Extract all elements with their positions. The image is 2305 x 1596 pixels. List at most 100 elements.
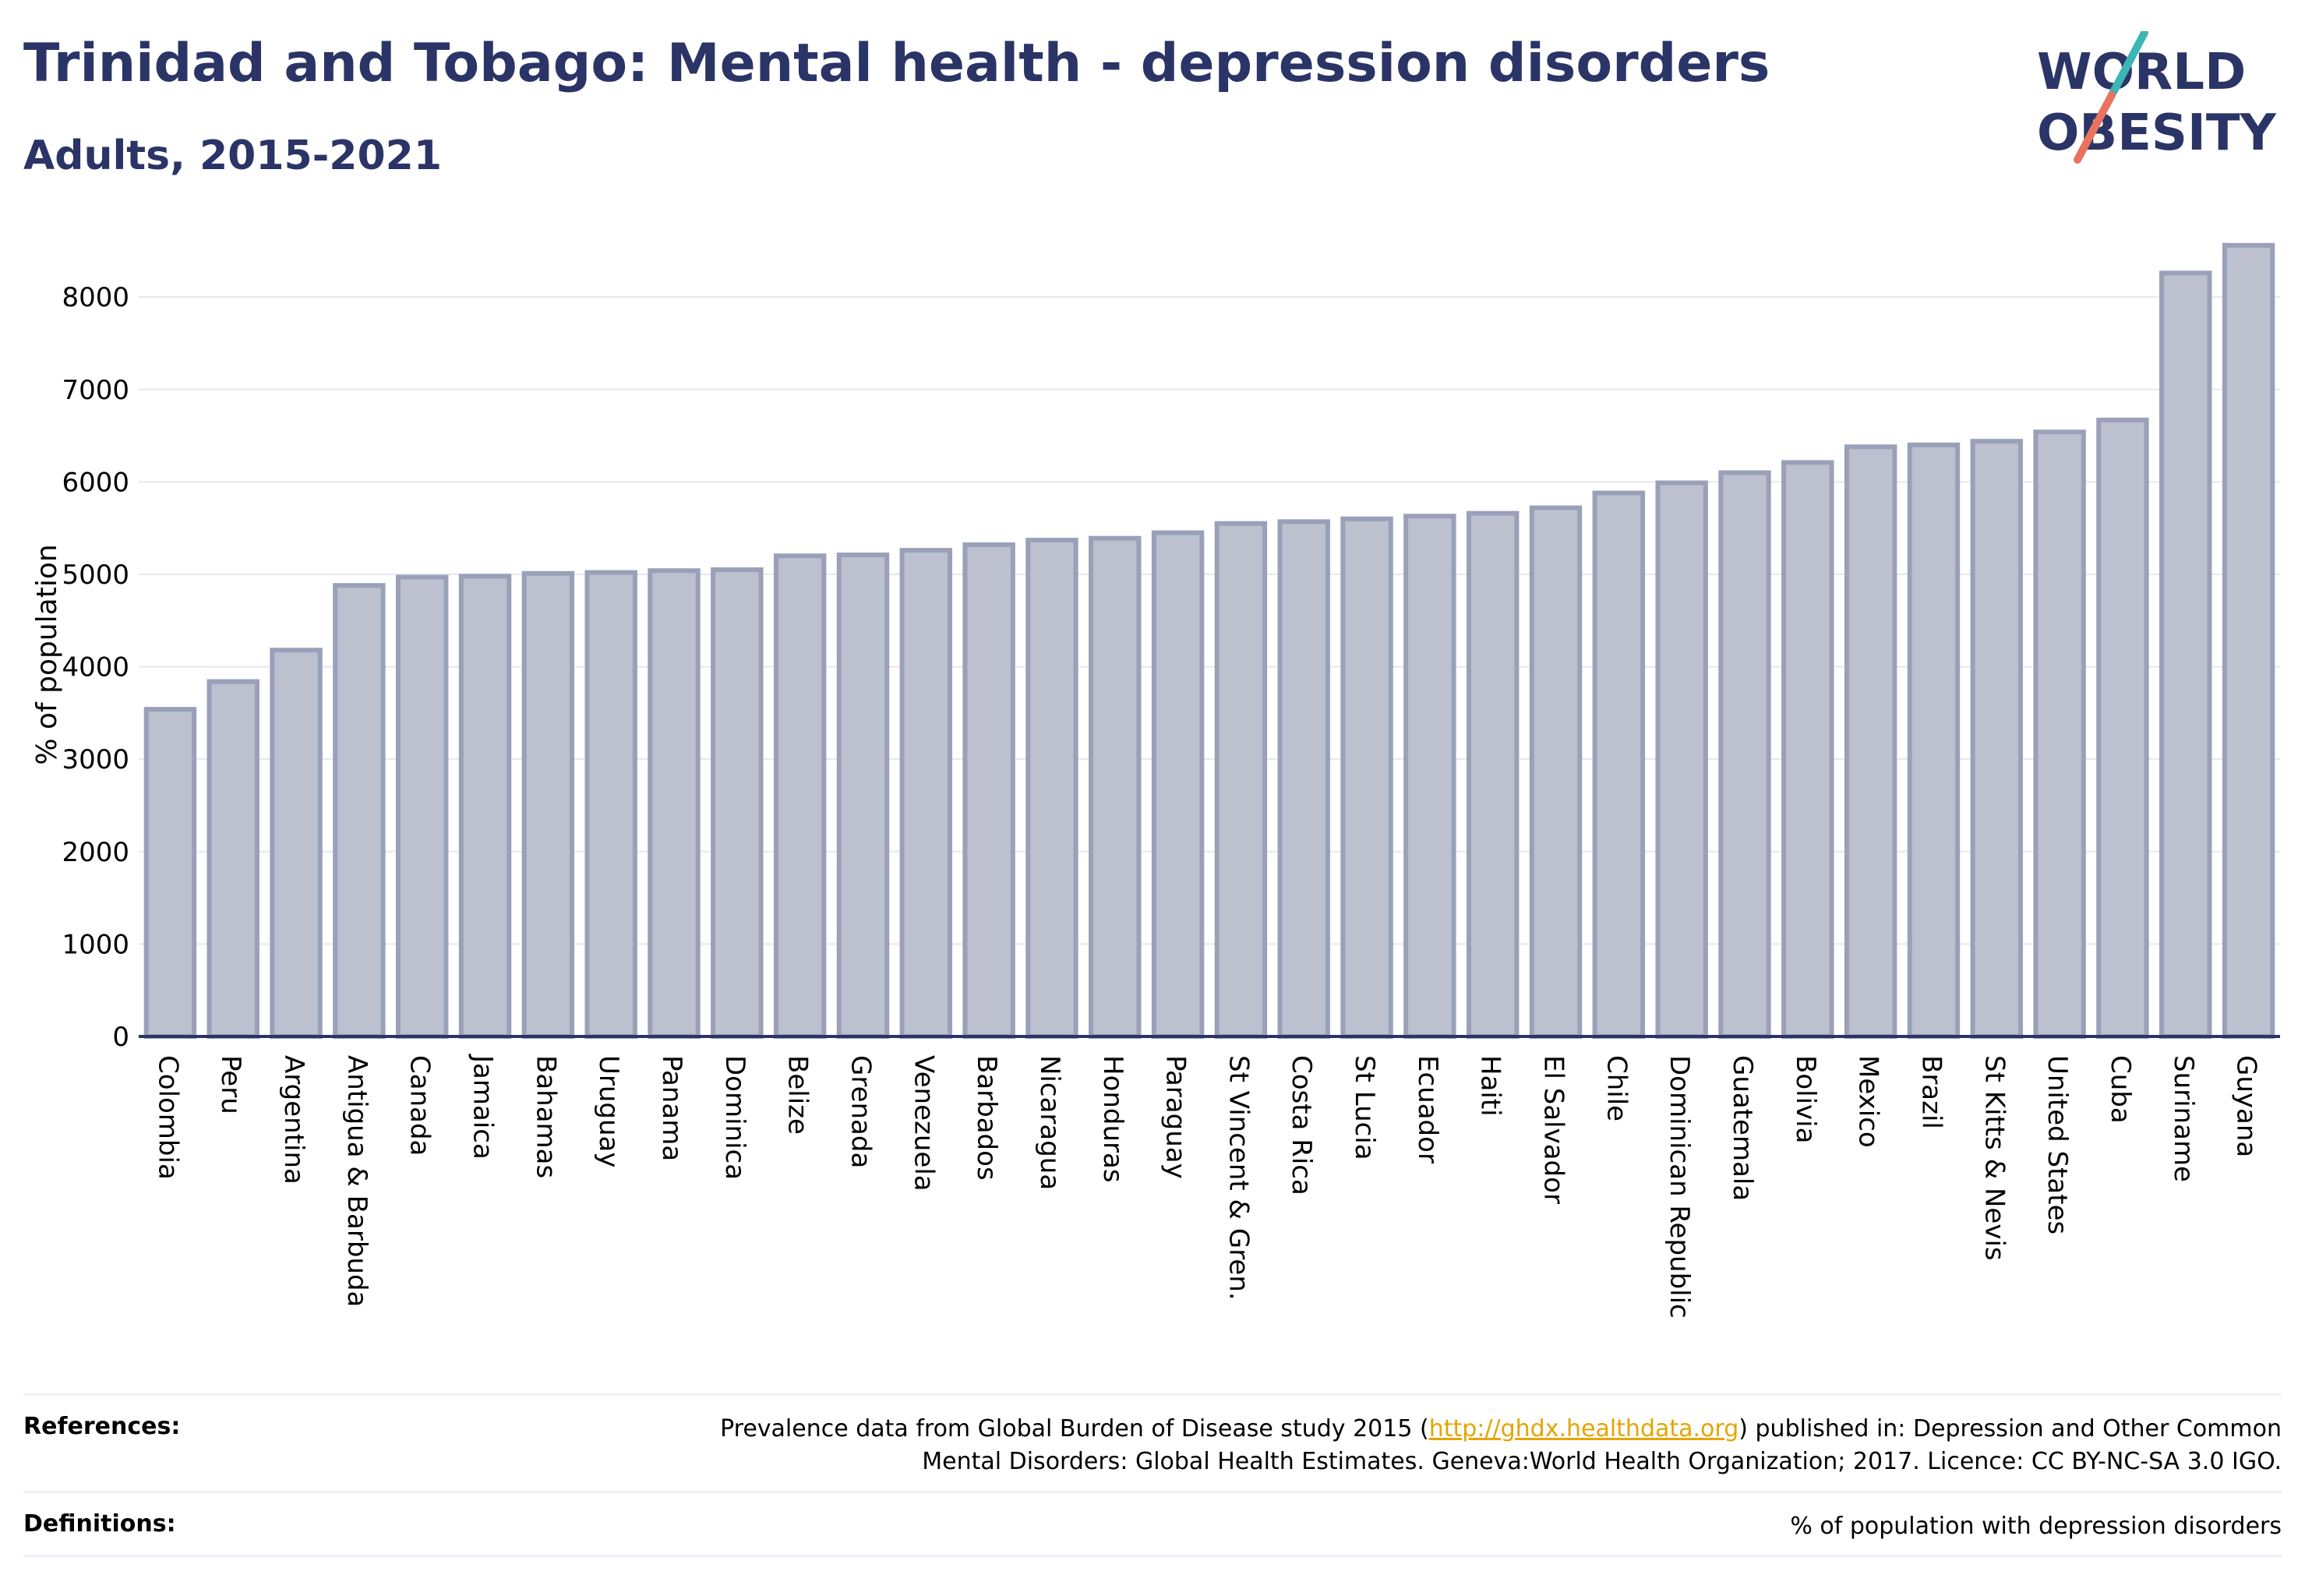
x-tick-label: Honduras	[1097, 1055, 1128, 1183]
x-tick-label: Nicaragua	[1034, 1055, 1065, 1190]
footer: References: Prevalence data from Global …	[23, 1393, 2282, 1557]
x-tick-label: Chile	[1601, 1055, 1632, 1121]
world-obesity-logo: WORLD OBESITY	[2037, 31, 2276, 164]
x-tick-label: Cuba	[2105, 1055, 2136, 1124]
y-axis-label: % of population	[31, 544, 63, 764]
bar	[1844, 444, 1897, 1039]
x-tick-label: Haiti	[1475, 1055, 1506, 1117]
x-tick-label: Suriname	[2168, 1055, 2199, 1182]
bar	[206, 679, 259, 1040]
y-tick-label: 1000	[62, 929, 129, 960]
x-tick-label: Uruguay	[593, 1055, 624, 1168]
bar	[1781, 460, 1834, 1039]
references-row: References: Prevalence data from Global …	[23, 1393, 2282, 1491]
x-tick-label: Dominica	[719, 1055, 750, 1180]
x-tick-label: El Salvador	[1538, 1055, 1569, 1204]
x-tick-label: St Vincent & Gren.	[1223, 1055, 1254, 1301]
x-tick-label: Panama	[656, 1055, 687, 1161]
bar	[2033, 429, 2086, 1039]
bar	[395, 574, 449, 1039]
bar	[711, 567, 764, 1039]
x-tick-label: Bolivia	[1790, 1055, 1821, 1143]
bar	[521, 570, 575, 1039]
references-line2: Mental Disorders: Global Health Estimate…	[922, 1448, 2282, 1475]
references-text: Prevalence data from Global Burden of Di…	[720, 1413, 2282, 1478]
y-tick-label: 4000	[62, 652, 129, 683]
bar	[1151, 530, 1205, 1039]
x-tick-label: Guyana	[2231, 1055, 2262, 1157]
bar	[584, 570, 637, 1039]
x-tick-label: Belize	[782, 1055, 814, 1135]
bar	[648, 568, 701, 1039]
x-tick-label: Jamaica	[468, 1054, 499, 1160]
x-tick-label: Brazil	[1915, 1055, 1947, 1129]
bar	[773, 553, 827, 1039]
x-axis: Colombia Peru Argentina Antigua & Barbuda Ca…	[139, 1035, 2280, 1319]
bar	[1970, 439, 2024, 1039]
bar	[1025, 538, 1078, 1039]
x-tick-label: Bahamas	[530, 1055, 561, 1178]
chart-subtitle: Adults, 2015-2021	[23, 132, 443, 179]
bar	[836, 553, 890, 1039]
logo-text-obesity: OBESITY	[2037, 104, 2276, 162]
x-tick-label: Mexico	[1853, 1055, 1884, 1148]
bar	[458, 574, 512, 1039]
references-post: ) published in: Depression and Other Com…	[1738, 1415, 2282, 1442]
y-tick-label: 0	[112, 1022, 129, 1053]
y-tick-label: 8000	[62, 282, 129, 313]
y-axis: 0 1000 2000 3000 4000 5000 6000 7000 8000	[62, 282, 129, 1053]
x-tick-label: Barbados	[971, 1055, 1002, 1181]
x-tick-label: Canada	[404, 1055, 436, 1156]
x-tick-label: United States	[2042, 1055, 2073, 1234]
bar	[1529, 505, 1583, 1039]
x-tick-label: Paraguay	[1160, 1055, 1191, 1179]
bar	[1718, 470, 1771, 1039]
bar	[1089, 535, 1142, 1039]
x-tick-label: Guatemala	[1727, 1055, 1758, 1201]
definitions-row: Definitions: % of population with depres…	[23, 1491, 2282, 1557]
y-tick-label: 3000	[62, 744, 129, 775]
references-pre: Prevalence data from Global Burden of Di…	[720, 1415, 1429, 1442]
x-tick-label: Peru	[215, 1055, 246, 1114]
bar	[1214, 521, 1268, 1039]
bar	[1655, 480, 1708, 1039]
y-tick-label: 7000	[62, 375, 129, 406]
bar	[1907, 442, 1961, 1039]
x-tick-label: Venezuela	[908, 1055, 939, 1192]
x-tick-label: Colombia	[152, 1055, 183, 1180]
references-link[interactable]: http://ghdx.healthdata.org	[1428, 1415, 1739, 1442]
x-tick-label: Antigua & Barbuda	[341, 1055, 372, 1307]
bar	[2159, 270, 2212, 1040]
bar	[333, 583, 386, 1039]
bar	[1340, 516, 1393, 1039]
x-tick-label: Ecuador	[1412, 1055, 1443, 1163]
references-label: References:	[23, 1413, 181, 1440]
bar	[1466, 510, 1520, 1039]
y-tick-label: 5000	[62, 560, 129, 591]
y-tick-label: 2000	[62, 837, 129, 868]
bar	[143, 707, 197, 1039]
bar-chart: 0 1000 2000 3000 4000 5000 6000 7000 8000 Colomb…	[31, 242, 2280, 1319]
x-tick-label: Costa Rica	[1286, 1055, 1317, 1195]
bar	[899, 548, 953, 1039]
logo-slash-coral	[2074, 91, 2116, 164]
x-tick-label: St Lucia	[1349, 1055, 1380, 1160]
y-tick-label: 6000	[62, 467, 129, 498]
logo-slash-teal	[2108, 31, 2148, 99]
bar	[2222, 242, 2275, 1039]
definitions-label: Definitions:	[23, 1510, 176, 1538]
bar	[1403, 514, 1456, 1039]
bar	[2096, 417, 2149, 1039]
logo-text-world: WORLD	[2037, 44, 2246, 101]
bar	[1592, 490, 1646, 1039]
bar	[962, 542, 1015, 1039]
bar	[1277, 519, 1330, 1039]
x-tick-label: Dominican Republic	[1664, 1055, 1695, 1319]
bar	[270, 648, 323, 1039]
chart-title: Trinidad and Tobago: Mental health - dep…	[23, 33, 1770, 94]
x-tick-label: Grenada	[845, 1055, 876, 1168]
x-tick-label: Argentina	[278, 1055, 309, 1185]
bars	[143, 242, 2275, 1040]
definitions-text: % of population with depression disorder…	[1790, 1513, 2282, 1540]
x-tick-label: St Kitts & Nevis	[1978, 1055, 2010, 1261]
